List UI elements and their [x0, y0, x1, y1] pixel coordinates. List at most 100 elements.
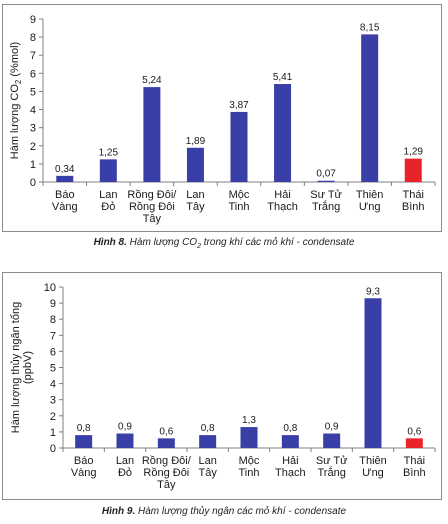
bar: [116, 433, 134, 448]
x-category-label: Thiên: [359, 455, 387, 467]
y-tick-label: 5: [30, 86, 36, 98]
x-category-label: Đỏ: [118, 467, 132, 479]
x-category-label: Thiên: [356, 189, 384, 201]
x-category-label: Thạch: [275, 467, 306, 479]
bar-value-label: 0,9: [325, 422, 339, 433]
bar: [75, 435, 93, 448]
x-category-label: Bình: [403, 467, 426, 479]
y-tick-label: 4: [30, 105, 36, 117]
co2-bar-chart: Hàm lượng CO2 (%mol)01234567890,34BáoVàn…: [9, 14, 436, 225]
x-category-label: Tinh: [239, 467, 260, 479]
figure-9-label: Hình 9.: [101, 506, 136, 517]
x-category-label: Vàng: [71, 467, 97, 479]
bar-value-label: 1,89: [186, 136, 206, 147]
co2-chart-panel: Hàm lượng CO2 (%mol) 0 1 2 3 4 5 6 7 8 9 0,34 Báo Vàn…: [2, 4, 442, 232]
y-tick-label: 7: [50, 330, 56, 342]
bar: [56, 175, 74, 182]
x-category-label: Báo: [74, 455, 94, 467]
y-tick-label: 0: [30, 177, 36, 189]
bar: [281, 435, 299, 448]
y-tick-label: 9: [30, 14, 36, 26]
bar: [323, 433, 341, 448]
y-tick-label: 6: [30, 68, 36, 80]
y-tick-label: 8: [30, 32, 36, 44]
bar-value-label: 0,6: [159, 426, 173, 437]
bar-value-label: 0,07: [316, 169, 336, 180]
bar: [364, 298, 382, 448]
x-category-label: Hải: [282, 455, 299, 467]
x-category-label: Lan: [116, 455, 134, 467]
bar: [230, 111, 248, 182]
y-tick-label: 2: [30, 141, 36, 153]
x-category-label: Rồng Đôi: [143, 467, 189, 479]
x-category-label: Sư Tử: [316, 455, 348, 467]
figure-8-caption: Hình 8. Hàm lượng CO2 trong khí các mỏ k…: [0, 237, 448, 250]
bar-value-label: 8,15: [360, 22, 380, 33]
bar-value-label: 3,87: [229, 100, 249, 111]
y-tick-label: 10: [44, 282, 56, 294]
x-category-label: Rồng Đôi/: [127, 189, 177, 201]
x-category-label: Lan: [186, 189, 204, 201]
x-category-label: Báo: [55, 189, 75, 201]
y-tick-label: 1: [30, 159, 36, 171]
bar: [361, 34, 379, 183]
bar-value-label: 0,6: [407, 426, 421, 437]
y-tick-label: 9: [50, 298, 56, 310]
mercury-chart-panel: Hàm lượng thủy ngân tổng (ppbV) 0 1 2 3 4 5 6 7 8 9…: [2, 272, 442, 500]
bar: [99, 159, 117, 182]
y-tick-label: 0: [50, 443, 56, 455]
bar: [157, 438, 175, 448]
x-category-label: Tây: [157, 479, 176, 491]
bar: [186, 147, 204, 182]
x-category-label: Rồng Đôi: [129, 201, 175, 213]
x-category-label: Tây: [143, 213, 162, 225]
x-category-label: Bình: [402, 201, 425, 213]
figure-8-label: Hình 8.: [93, 237, 127, 248]
bar-value-label: 9,3: [366, 286, 380, 297]
x-category-label: Ưng: [359, 201, 381, 213]
bar-value-label: 0,34: [55, 164, 75, 175]
bar-value-label: 5,24: [142, 75, 162, 86]
bar-value-label: 1,29: [403, 147, 423, 158]
x-category-label: Mộc: [229, 189, 250, 201]
x-category-label: Trắng: [312, 200, 340, 213]
bar-value-label: 0,9: [118, 422, 132, 433]
x-category-label: Ưng: [362, 467, 384, 479]
y-tick-label: 8: [50, 314, 56, 326]
y-tick-label: 3: [50, 395, 56, 407]
bar-value-label: 0,8: [77, 423, 91, 434]
y-axis-label-line: (ppbV): [22, 351, 34, 384]
mercury-bar-chart: Hàm lượng thủy ngân tổng (ppbV) 0 1 2 3 4 5 6 7 8 9…: [10, 282, 436, 491]
bar-value-label: 1,25: [99, 147, 119, 158]
y-tick-label: 3: [30, 123, 36, 135]
x-category-label: Tây: [198, 467, 217, 479]
y-tick-label: 2: [50, 411, 56, 423]
x-category-label: Thái: [404, 455, 425, 467]
x-category-label: Sư Tử: [310, 189, 342, 201]
x-category-label: Trắng: [318, 466, 346, 479]
x-category-label: Lan: [198, 455, 216, 467]
x-category-label: Thạch: [267, 201, 298, 213]
figure-8-text-a: Hàm lượng CO: [126, 237, 198, 248]
x-category-label: Đỏ: [101, 201, 115, 213]
y-tick-label: 4: [50, 379, 56, 391]
figure-8-text-b: trong khí các mỏ khí - condensate: [201, 237, 355, 248]
y-tick-label: 7: [30, 50, 36, 62]
bar-value-label: 5,41: [273, 72, 293, 83]
figure-8-subscript: 2: [197, 243, 201, 250]
bar: [317, 180, 335, 182]
x-category-label: Tây: [186, 201, 205, 213]
x-category-label: Hải: [274, 189, 291, 201]
y-tick-label: 6: [50, 346, 56, 358]
y-tick-label: 1: [50, 427, 56, 439]
bar-value-label: 0,8: [201, 423, 215, 434]
figure-9-caption: Hình 9. Hàm lượng thủy ngân các mỏ khí -…: [0, 506, 448, 517]
bar: [274, 84, 292, 182]
bar-value-label: 1,3: [242, 415, 256, 426]
bar: [240, 427, 258, 448]
y-axis-label-line: Hàm lượng thủy ngân tổng: [10, 302, 22, 433]
y-axis-label-unit: (%mol): [9, 42, 21, 80]
x-category-label: Mộc: [239, 455, 260, 467]
bar: [404, 158, 422, 182]
y-axis-label-subscript: 2: [14, 79, 23, 84]
